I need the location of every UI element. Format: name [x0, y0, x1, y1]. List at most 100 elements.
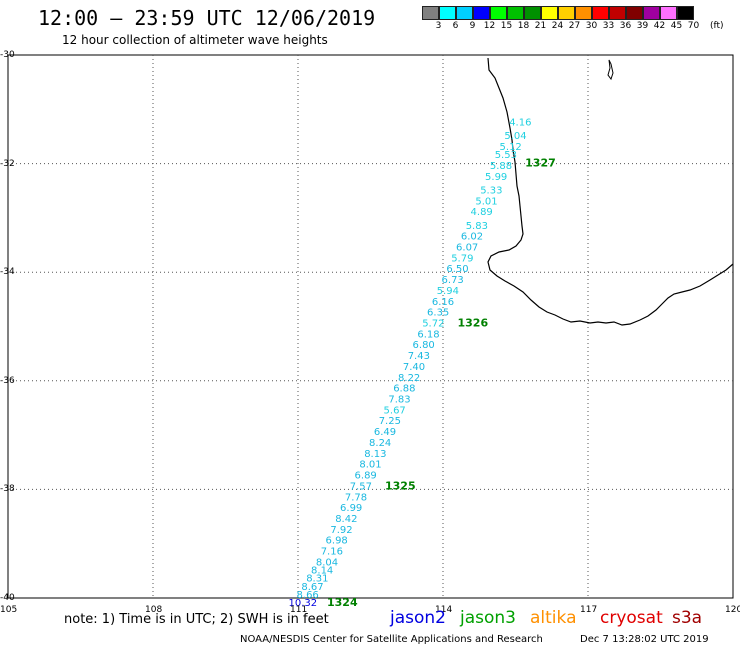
legend-swatch-30: [575, 6, 592, 20]
legend-label-45: 45: [670, 21, 683, 31]
wave-height-label: 7.57: [350, 481, 372, 492]
footer-note: note: 1) Time is in UTC; 2) SWH is in fe…: [64, 612, 329, 627]
wave-height-label: 6.02: [461, 232, 483, 243]
lon-label: 108: [145, 605, 163, 615]
legend-label-21: 21: [534, 21, 547, 31]
wave-height-label: 6.16: [432, 297, 454, 308]
wave-height-label: 7.40: [403, 362, 425, 373]
wave-height-label: 7.78: [345, 492, 367, 503]
color-legend: [422, 6, 694, 20]
wave-height-label: 5.79: [451, 253, 473, 264]
wave-height-label: 5.94: [437, 286, 459, 297]
lat-label: -40: [0, 593, 15, 603]
coastline-australia-west: [487, 57, 734, 326]
wave-height-label: 5.99: [485, 172, 507, 183]
legend-swatch-18: [507, 6, 524, 20]
legend-swatch-39: [626, 6, 643, 20]
legend-swatch-24: [541, 6, 558, 20]
lon-label: 120: [725, 605, 740, 615]
legend-label-6: 6: [452, 21, 459, 31]
wave-height-label: 8.66: [297, 590, 319, 601]
wave-height-label: 8.24: [369, 438, 391, 449]
legend-label-36: 36: [619, 21, 632, 31]
legend-label-24: 24: [551, 21, 564, 31]
wave-height-label: 8.67: [301, 582, 323, 593]
lon-label: 117: [580, 605, 598, 615]
legend-label-9: 9: [469, 21, 476, 31]
legend-label-39: 39: [636, 21, 649, 31]
legend-label-30: 30: [585, 21, 598, 31]
wave-height-label: 5.53: [495, 150, 517, 161]
wave-height-label: 8.14: [311, 566, 333, 577]
legend-swatch-45: [660, 6, 677, 20]
legend-swatch-9: [456, 6, 473, 20]
legend-label-70: 70: [687, 21, 700, 31]
graticule: [8, 55, 733, 598]
lat-label: -38: [0, 484, 15, 495]
wave-height-label: 6.07: [456, 242, 478, 253]
wave-height-label: 6.35: [427, 308, 449, 319]
page-title: 12:00 — 23:59 UTC 12/06/2019: [38, 6, 376, 30]
lat-label: -32: [0, 158, 15, 169]
pass-time-label: 1325: [385, 479, 416, 492]
legend-swatch-21: [524, 6, 541, 20]
wave-height-label: 4.16: [509, 118, 531, 129]
pass-time-label: 1324: [327, 596, 358, 609]
wave-height-label: 5.01: [475, 196, 497, 207]
wave-height-label: 8.04: [316, 557, 338, 568]
legend-swatch-33: [592, 6, 609, 20]
wave-height-label: 7.16: [321, 547, 343, 558]
legend-label-12: 12: [483, 21, 496, 31]
footer-credit: NOAA/NESDIS Center for Satellite Applica…: [240, 634, 543, 645]
map-frame: [7, 54, 734, 599]
satellite-cryosat: cryosat: [600, 608, 663, 628]
legend-label-42: 42: [653, 21, 666, 31]
wave-height-label: 6.88: [393, 384, 415, 395]
wave-height-label: 5.83: [466, 221, 488, 232]
legend-swatch-6: [439, 6, 456, 20]
wave-height-label: 4.89: [471, 207, 493, 218]
legend-label-18: 18: [517, 21, 530, 31]
legend-swatch-70: [677, 6, 694, 20]
wave-height-label: 7.25: [379, 416, 401, 427]
lat-label: -30: [0, 50, 15, 60]
lat-label: -36: [0, 375, 15, 386]
legend-label-15: 15: [500, 21, 513, 31]
legend-swatch-27: [558, 6, 575, 20]
wave-height-label: 10.32: [289, 598, 318, 609]
legend-unit: (ft): [710, 21, 724, 31]
legend-label-3: 3: [435, 21, 442, 31]
wave-height-label: 8.22: [398, 373, 420, 384]
wave-height-label: 6.89: [355, 471, 377, 482]
wave-height-label: 6.98: [326, 536, 348, 547]
wave-height-labels: 4.16 5.045.125.535.885.99 5.335.014.89 5.83…: [289, 118, 532, 610]
legend-label-33: 33: [602, 21, 615, 31]
wave-height-label: 5.04: [504, 131, 526, 142]
wave-height-label: 7.92: [330, 525, 352, 536]
lat-label: -34: [0, 267, 15, 278]
satellite-altika: altika: [530, 608, 577, 628]
wave-height-label: 8.13: [364, 449, 386, 460]
satellite-s3a: s3a: [672, 608, 703, 628]
pass-time-label: 1326: [458, 317, 489, 330]
page-subtitle: 12 hour collection of altimeter wave hei…: [62, 33, 328, 47]
wave-height-label: 6.50: [446, 264, 468, 275]
wave-height-label: 5.88: [490, 161, 512, 172]
legend-swatch-42: [643, 6, 660, 20]
wave-height-label: 7.43: [408, 351, 430, 362]
wave-height-label: 6.18: [417, 329, 439, 340]
wave-height-label: 7.83: [388, 395, 410, 406]
lon-label: 111: [290, 605, 308, 615]
wave-height-label: 5.67: [384, 405, 406, 416]
footer-timestamp: Dec 7 13:28:02 UTC 2019: [580, 634, 709, 645]
pass-time-labels: 1327 1326 1325 1324: [327, 156, 556, 609]
wave-height-label: 5.72: [422, 319, 444, 330]
legend-swatch-3: [422, 6, 439, 20]
pass-time-label: 1327: [525, 156, 556, 169]
lon-label: 114: [435, 605, 453, 615]
wave-height-label: 8.31: [306, 574, 328, 585]
wave-height-label: 5.33: [480, 185, 502, 196]
coastline: [487, 57, 734, 326]
